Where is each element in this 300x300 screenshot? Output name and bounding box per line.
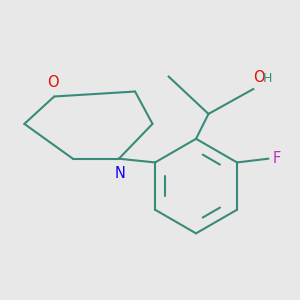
Text: F: F	[273, 151, 281, 166]
Text: O: O	[47, 75, 59, 90]
Text: N: N	[115, 166, 126, 181]
Text: H: H	[262, 72, 272, 85]
Text: O: O	[253, 70, 265, 85]
